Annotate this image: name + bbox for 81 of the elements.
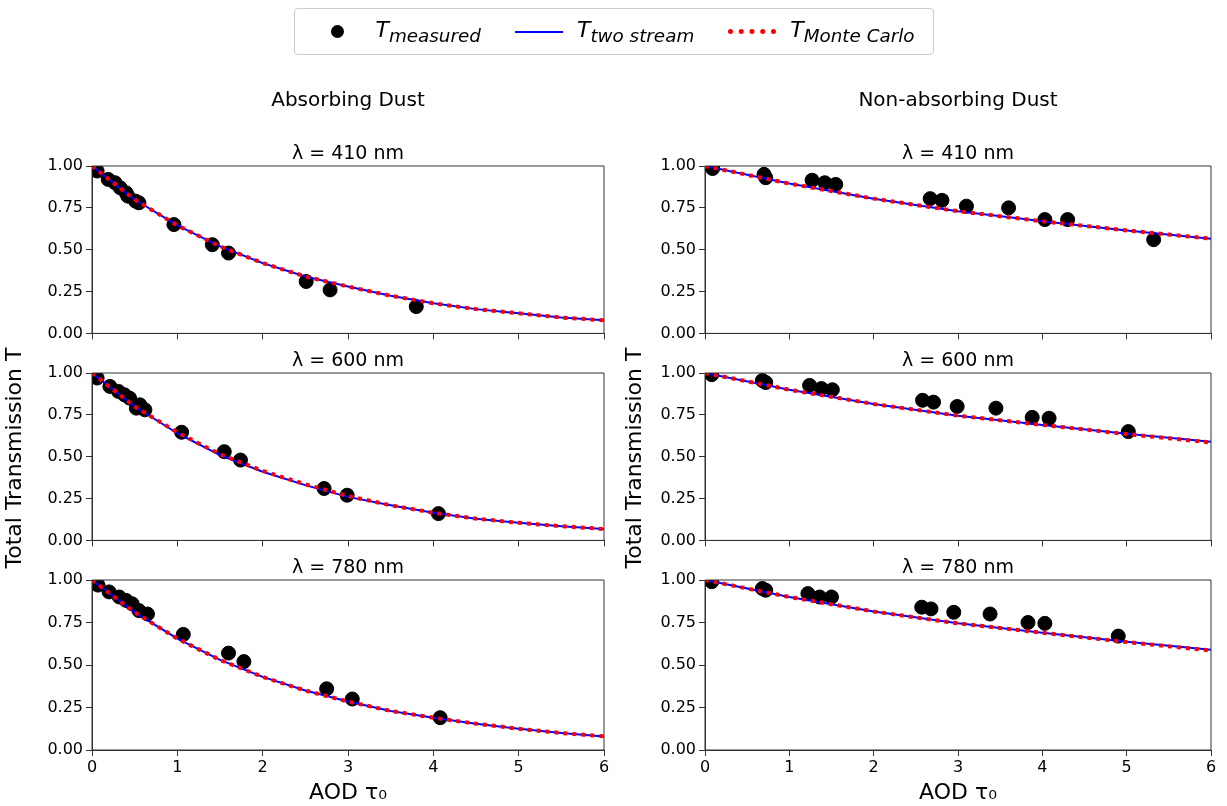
point (923, 601, 939, 617)
y-tick-label: 0.50 (660, 445, 696, 465)
y-tick-label: 0.25 (660, 696, 696, 716)
x-tick-label: 5 (1121, 756, 1132, 776)
y-tick-label: 0.75 (47, 197, 83, 217)
point (236, 654, 252, 670)
legend-label: T$_{two stream}$ (576, 17, 695, 47)
y-tick-label: 0.00 (47, 529, 83, 549)
chart-subtitle: λ = 410 nm (291, 141, 405, 163)
point (1037, 615, 1053, 631)
chart-title: λ = 600 nm (901, 348, 1015, 370)
y-tick-label: 0.75 (660, 197, 696, 217)
x-axis-title: AOD τ₀ (919, 778, 998, 804)
x-tick-label: 1 (784, 756, 795, 776)
x-tick-label: 6 (598, 756, 610, 776)
x-tick-label: 1 (172, 756, 183, 776)
point (319, 681, 335, 697)
x-axis-title: AOD τ₀ (309, 778, 388, 804)
point (926, 394, 942, 410)
point (824, 382, 840, 398)
point (1041, 410, 1057, 426)
y-tick-label: 0.50 (47, 654, 83, 674)
x-tick-label: 4 (1037, 756, 1048, 776)
y-tick-label: 0.50 (47, 238, 83, 258)
y-axis-title: Total Transmission T (621, 347, 647, 569)
y-tick-label: 0.50 (47, 445, 83, 465)
x-tick-label: 0 (699, 756, 711, 776)
point (322, 282, 338, 298)
y-tick-label: 0.00 (47, 739, 83, 759)
y-tick-label: 1.00 (660, 155, 696, 175)
y-tick-label: 1.00 (660, 569, 696, 589)
point (988, 400, 1004, 416)
y-tick-label: 0.50 (660, 238, 696, 258)
point (828, 176, 844, 192)
x-tick-label: 6 (1205, 756, 1217, 776)
y-tick-label: 0.75 (660, 611, 696, 631)
chart-title: Non-absorbing Dust (858, 87, 1058, 111)
point (1001, 200, 1017, 216)
y-tick-label: 1.00 (47, 362, 83, 382)
y-tick-label: 0.25 (660, 280, 696, 300)
point (982, 606, 998, 622)
x-tick-label: 0 (86, 756, 98, 776)
x-tick-label: 2 (868, 756, 879, 776)
y-tick-label: 1.00 (660, 362, 696, 382)
point (946, 604, 962, 620)
point (175, 626, 191, 642)
x-tick-label: 3 (952, 756, 964, 776)
y-tick-label: 0.75 (47, 611, 83, 631)
y-tick-label: 0.75 (47, 404, 83, 424)
y-tick-label: 0.75 (660, 404, 696, 424)
y-tick-label: 0.25 (47, 487, 83, 507)
point (949, 398, 965, 414)
x-tick-label: 2 (257, 756, 268, 776)
legend-label: T$_{Monte Carlo}$ (790, 17, 915, 47)
y-tick-label: 0.25 (47, 280, 83, 300)
y-tick-label: 0.00 (660, 529, 696, 549)
legend-label: T$_{measured}$ (375, 17, 481, 47)
y-tick-label: 1.00 (47, 155, 83, 175)
y-tick-label: 0.00 (660, 739, 696, 759)
y-tick-label: 0.00 (660, 322, 696, 342)
point (1020, 615, 1036, 630)
chart-title: λ = 780 nm (901, 555, 1015, 577)
chart-subtitle: λ = 410 nm (901, 141, 1015, 163)
point (934, 192, 950, 208)
point (408, 299, 424, 315)
y-tick-label: 0.50 (660, 654, 696, 674)
x-tick-label: 5 (513, 756, 524, 776)
y-tick-label: 0.00 (47, 322, 83, 342)
point (221, 645, 237, 661)
point (1024, 409, 1040, 425)
chart-title: λ = 780 nm (291, 555, 405, 577)
y-tick-label: 1.00 (47, 569, 83, 589)
x-tick-label: 4 (428, 756, 439, 776)
chart-title: λ = 600 nm (291, 348, 405, 370)
x-tick-label: 3 (342, 756, 354, 776)
chart-title: Absorbing Dust (271, 87, 425, 111)
y-tick-label: 0.25 (660, 487, 696, 507)
point (824, 589, 839, 605)
y-tick-label: 0.25 (47, 696, 83, 716)
point (1146, 232, 1162, 248)
y-axis-title: Total Transmission T (1, 347, 27, 569)
